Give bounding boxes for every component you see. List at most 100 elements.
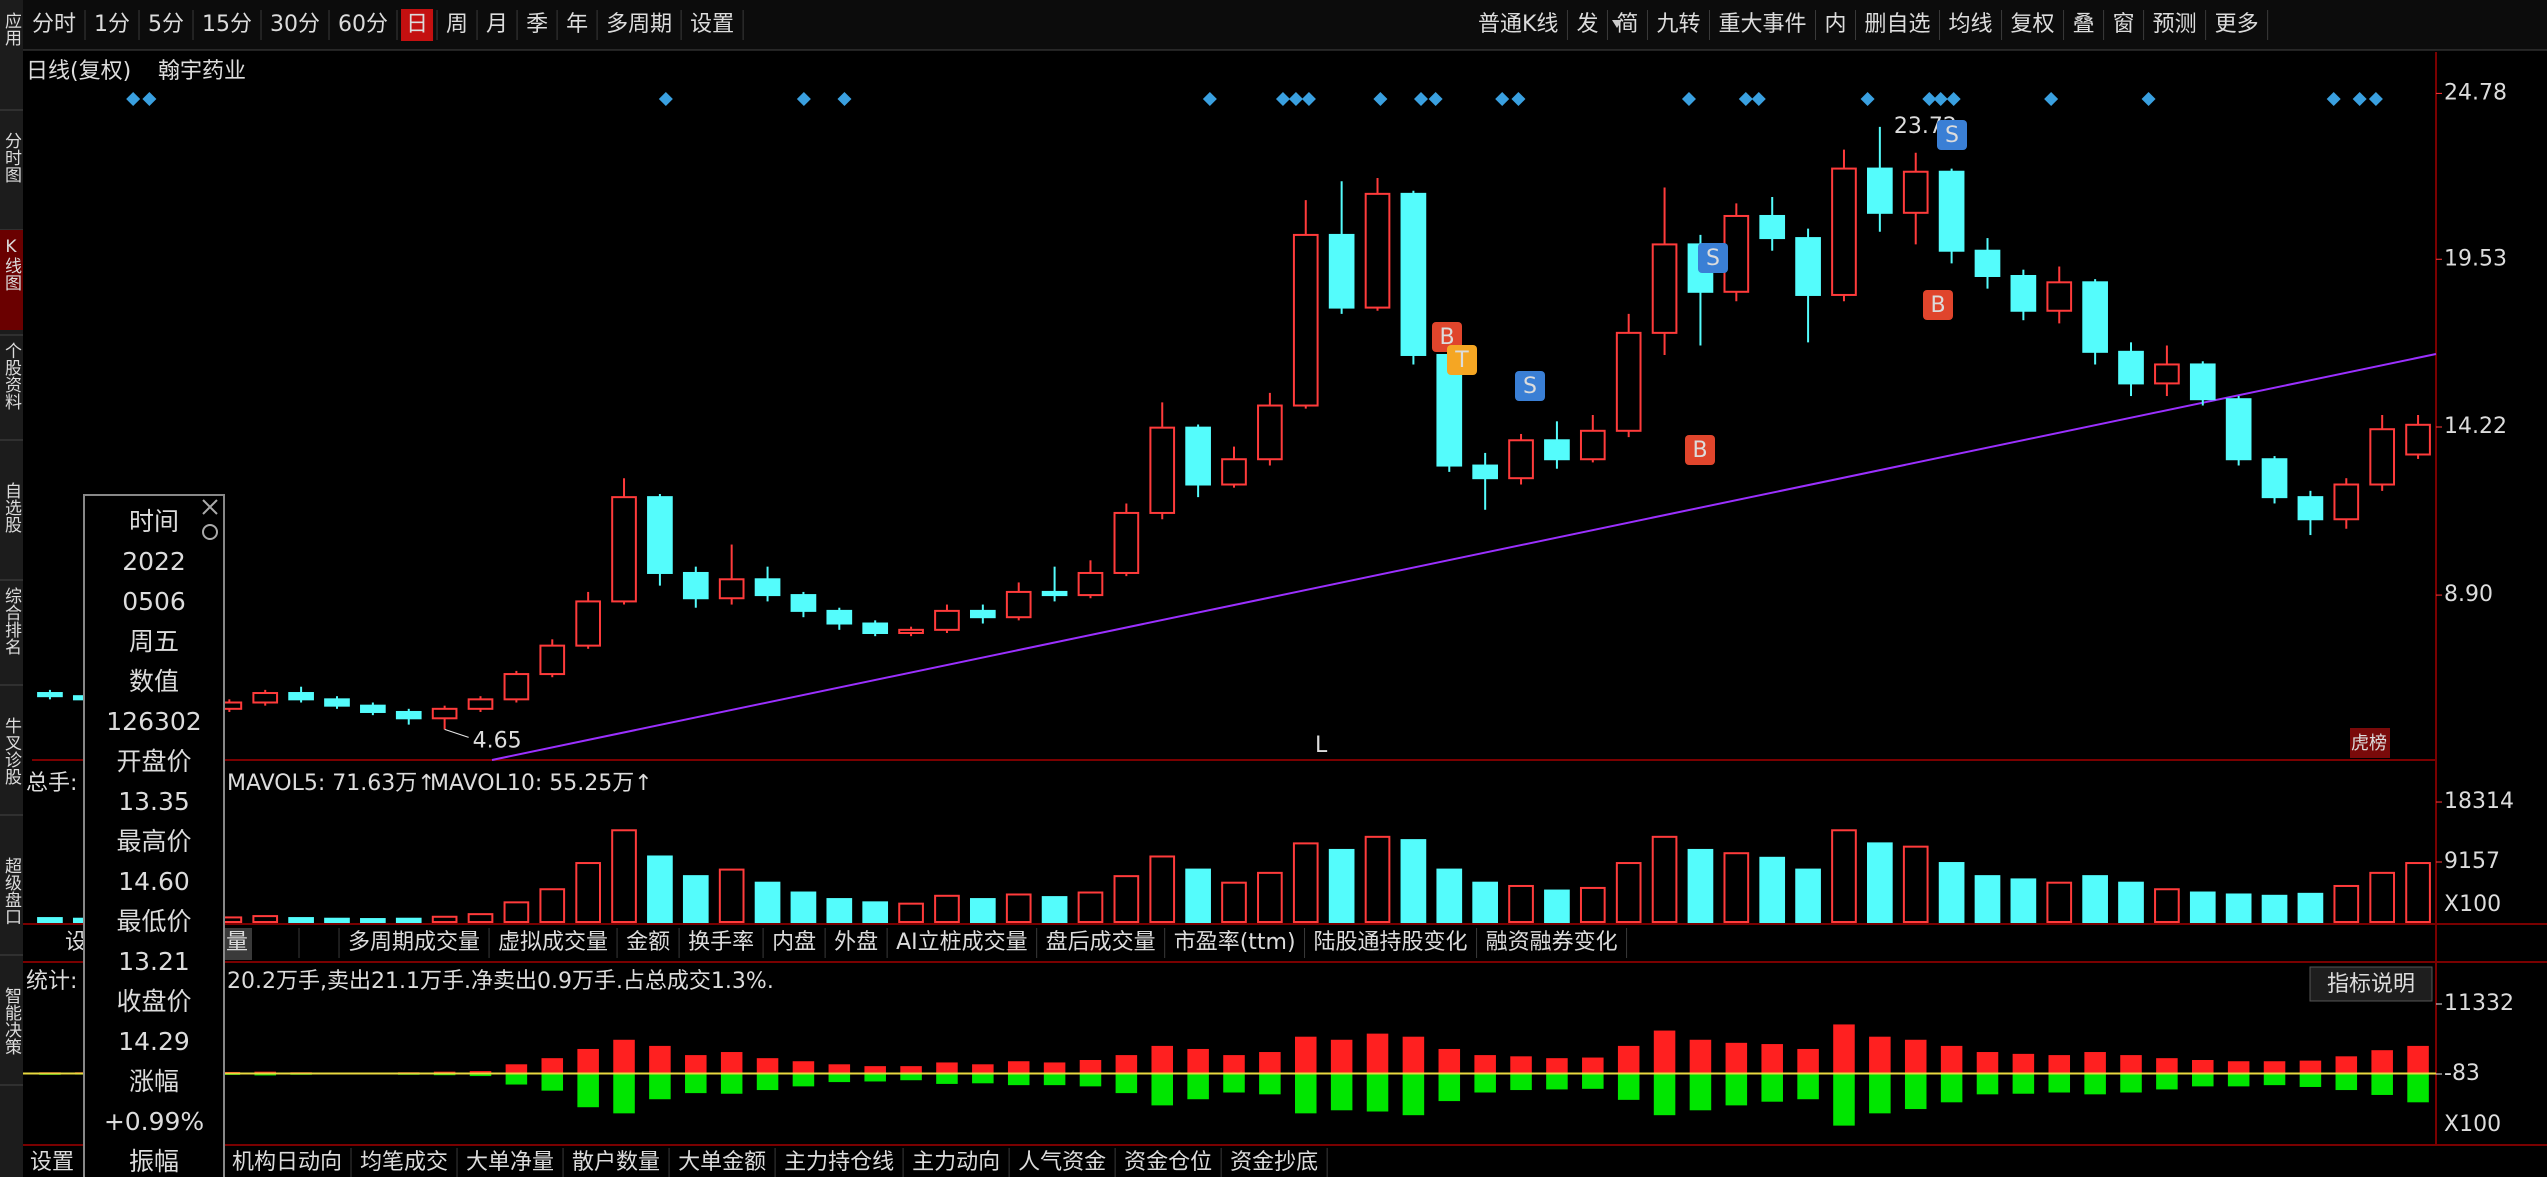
volume-bar bbox=[1185, 868, 1211, 923]
close-icon[interactable] bbox=[202, 499, 218, 515]
sell-bar bbox=[2371, 1073, 2393, 1095]
period-button[interactable]: 5分 bbox=[148, 12, 184, 37]
bottom-tab[interactable]: 主力持仓线 bbox=[784, 1150, 894, 1175]
tool-button[interactable]: 叠 bbox=[2073, 12, 2095, 37]
volume-bar bbox=[1328, 848, 1355, 924]
candle-body bbox=[1867, 167, 1893, 214]
tab[interactable]: 市盈率(ttm) bbox=[1174, 930, 1296, 955]
buy-bar bbox=[1294, 1036, 1317, 1074]
tab[interactable]: 融资融券变化 bbox=[1486, 930, 1618, 955]
volume-bar bbox=[575, 862, 601, 924]
tool-button[interactable]: 预测 bbox=[2153, 12, 2197, 37]
tab[interactable]: 设 bbox=[65, 930, 87, 955]
tool-button[interactable]: 普通K线 bbox=[1478, 12, 1558, 37]
tool-button[interactable]: 窗 bbox=[2113, 12, 2135, 37]
help-button-bg[interactable] bbox=[2309, 966, 2433, 1002]
period-button[interactable]: 30分 bbox=[270, 12, 320, 37]
bottom-tab[interactable]: 设置 bbox=[30, 1150, 74, 1175]
bottom-tab[interactable]: 大单净量 bbox=[466, 1150, 554, 1175]
tab[interactable]: 多周期成交量 bbox=[348, 930, 480, 955]
bottom-tab[interactable]: 资金抄底 bbox=[1230, 1150, 1318, 1175]
signal-diamond bbox=[1288, 92, 1303, 106]
bottom-tab[interactable]: 主力动向 bbox=[912, 1150, 1000, 1175]
tab[interactable]: 外盘 bbox=[834, 930, 878, 955]
bottom-tab[interactable]: 人气资金 bbox=[1018, 1150, 1106, 1175]
sidebar-tab[interactable]: 综合排名 bbox=[1, 587, 22, 655]
buy-bar bbox=[2335, 1056, 2358, 1074]
volume-bar bbox=[1867, 842, 1893, 923]
sidebar-tab[interactable]: K线图 bbox=[1, 237, 22, 291]
sell-bar bbox=[2227, 1073, 2250, 1087]
period-button[interactable]: 1分 bbox=[94, 12, 130, 37]
help-button[interactable]: 指标说明 bbox=[2327, 972, 2415, 997]
tool-button[interactable]: 九转 bbox=[1656, 12, 1700, 37]
buy-bar bbox=[1689, 1039, 1712, 1074]
candle-body bbox=[1400, 192, 1427, 356]
tool-button[interactable]: 删自选 bbox=[1865, 12, 1931, 37]
buy-bar bbox=[577, 1048, 599, 1074]
sidebar-tab[interactable]: 分时图 bbox=[1, 132, 22, 183]
period-button[interactable]: 季 bbox=[526, 12, 548, 37]
tool-button[interactable]: 重大事件 bbox=[1718, 12, 1806, 37]
tab[interactable]: 金额 bbox=[626, 930, 670, 955]
tab[interactable]: 换手率 bbox=[688, 930, 754, 955]
sidebar-tab[interactable]: 超级盘口 bbox=[1, 857, 22, 925]
tool-button[interactable]: 均线 bbox=[1949, 12, 1993, 37]
tab[interactable]: 陆股通持股变化 bbox=[1314, 930, 1468, 955]
candle-body bbox=[898, 628, 924, 634]
tab[interactable]: 虚拟成交量 bbox=[498, 930, 608, 955]
volume-bar bbox=[2225, 893, 2252, 924]
candle-body bbox=[1292, 233, 1319, 407]
settings-icon[interactable] bbox=[202, 524, 218, 540]
bottom-tab[interactable]: 资金仓位 bbox=[1124, 1150, 1212, 1175]
period-button[interactable]: 60分 bbox=[338, 12, 388, 37]
candle-body bbox=[2189, 363, 2216, 401]
tool-button[interactable]: 内 bbox=[1825, 12, 1847, 37]
sidebar-tab[interactable]: 个股资料 bbox=[1, 342, 22, 410]
signal-badge bbox=[1923, 290, 1953, 320]
volume-bar bbox=[1257, 871, 1283, 924]
bottom-tab[interactable]: 散户数量 bbox=[572, 1150, 660, 1175]
sidebar-tab[interactable]: 应用 bbox=[1, 12, 22, 47]
sidebar-tab[interactable]: 自选股 bbox=[1, 482, 22, 534]
period-button[interactable]: 月 bbox=[486, 12, 508, 37]
buy-bar bbox=[1797, 1048, 1819, 1074]
indicator-tick-label: 11332 bbox=[2444, 991, 2514, 1016]
volume-unit: X100 bbox=[2444, 892, 2501, 917]
sidebar-tab[interactable]: 牛叉诊股 bbox=[1, 717, 22, 786]
period-button[interactable]: 分时 bbox=[32, 12, 76, 37]
buy-bar bbox=[828, 1064, 851, 1074]
volume-bar bbox=[862, 901, 889, 924]
sell-bar bbox=[1976, 1073, 1999, 1095]
candle-body bbox=[1508, 439, 1534, 480]
tab[interactable]: 量 bbox=[226, 930, 248, 955]
sell-bar bbox=[1940, 1073, 1963, 1103]
period-button[interactable]: 多周期 bbox=[606, 12, 672, 37]
period-button[interactable]: 年 bbox=[566, 12, 588, 37]
buy-bar bbox=[505, 1064, 528, 1074]
period-button[interactable]: 日 bbox=[406, 12, 428, 37]
sidebar-tab[interactable]: 智能决策 bbox=[1, 987, 22, 1055]
tool-button[interactable]: 简 bbox=[1616, 12, 1638, 37]
period-button[interactable]: 设置 bbox=[690, 12, 734, 37]
sell-bar bbox=[685, 1073, 707, 1094]
tab[interactable]: 内盘 bbox=[772, 930, 816, 955]
candle-body bbox=[790, 594, 817, 612]
sell-bar bbox=[2192, 1073, 2214, 1087]
tab[interactable]: 盘后成交量 bbox=[1046, 930, 1156, 955]
tool-button[interactable]: 复权 bbox=[2011, 12, 2055, 37]
bottom-tab[interactable]: 大单金额 bbox=[678, 1150, 766, 1175]
tool-button[interactable]: 发 bbox=[1576, 12, 1598, 37]
bottom-tab[interactable]: 机构日动向 bbox=[232, 1150, 342, 1175]
tab[interactable]: AI立桩成交量 bbox=[896, 930, 1028, 955]
sell-bar bbox=[1689, 1073, 1712, 1111]
signal-label: T bbox=[1454, 348, 1469, 373]
rank-badge[interactable]: 虎榜 bbox=[2351, 733, 2387, 754]
info-line: 振幅 bbox=[129, 1147, 179, 1176]
sell-bar bbox=[1904, 1073, 1927, 1110]
tool-button[interactable]: 更多 bbox=[2215, 12, 2259, 37]
period-button[interactable]: 15分 bbox=[202, 12, 252, 37]
volume-bar bbox=[2046, 881, 2073, 923]
period-button[interactable]: 周 bbox=[446, 12, 468, 37]
bottom-tab[interactable]: 均笔成交 bbox=[360, 1150, 448, 1175]
